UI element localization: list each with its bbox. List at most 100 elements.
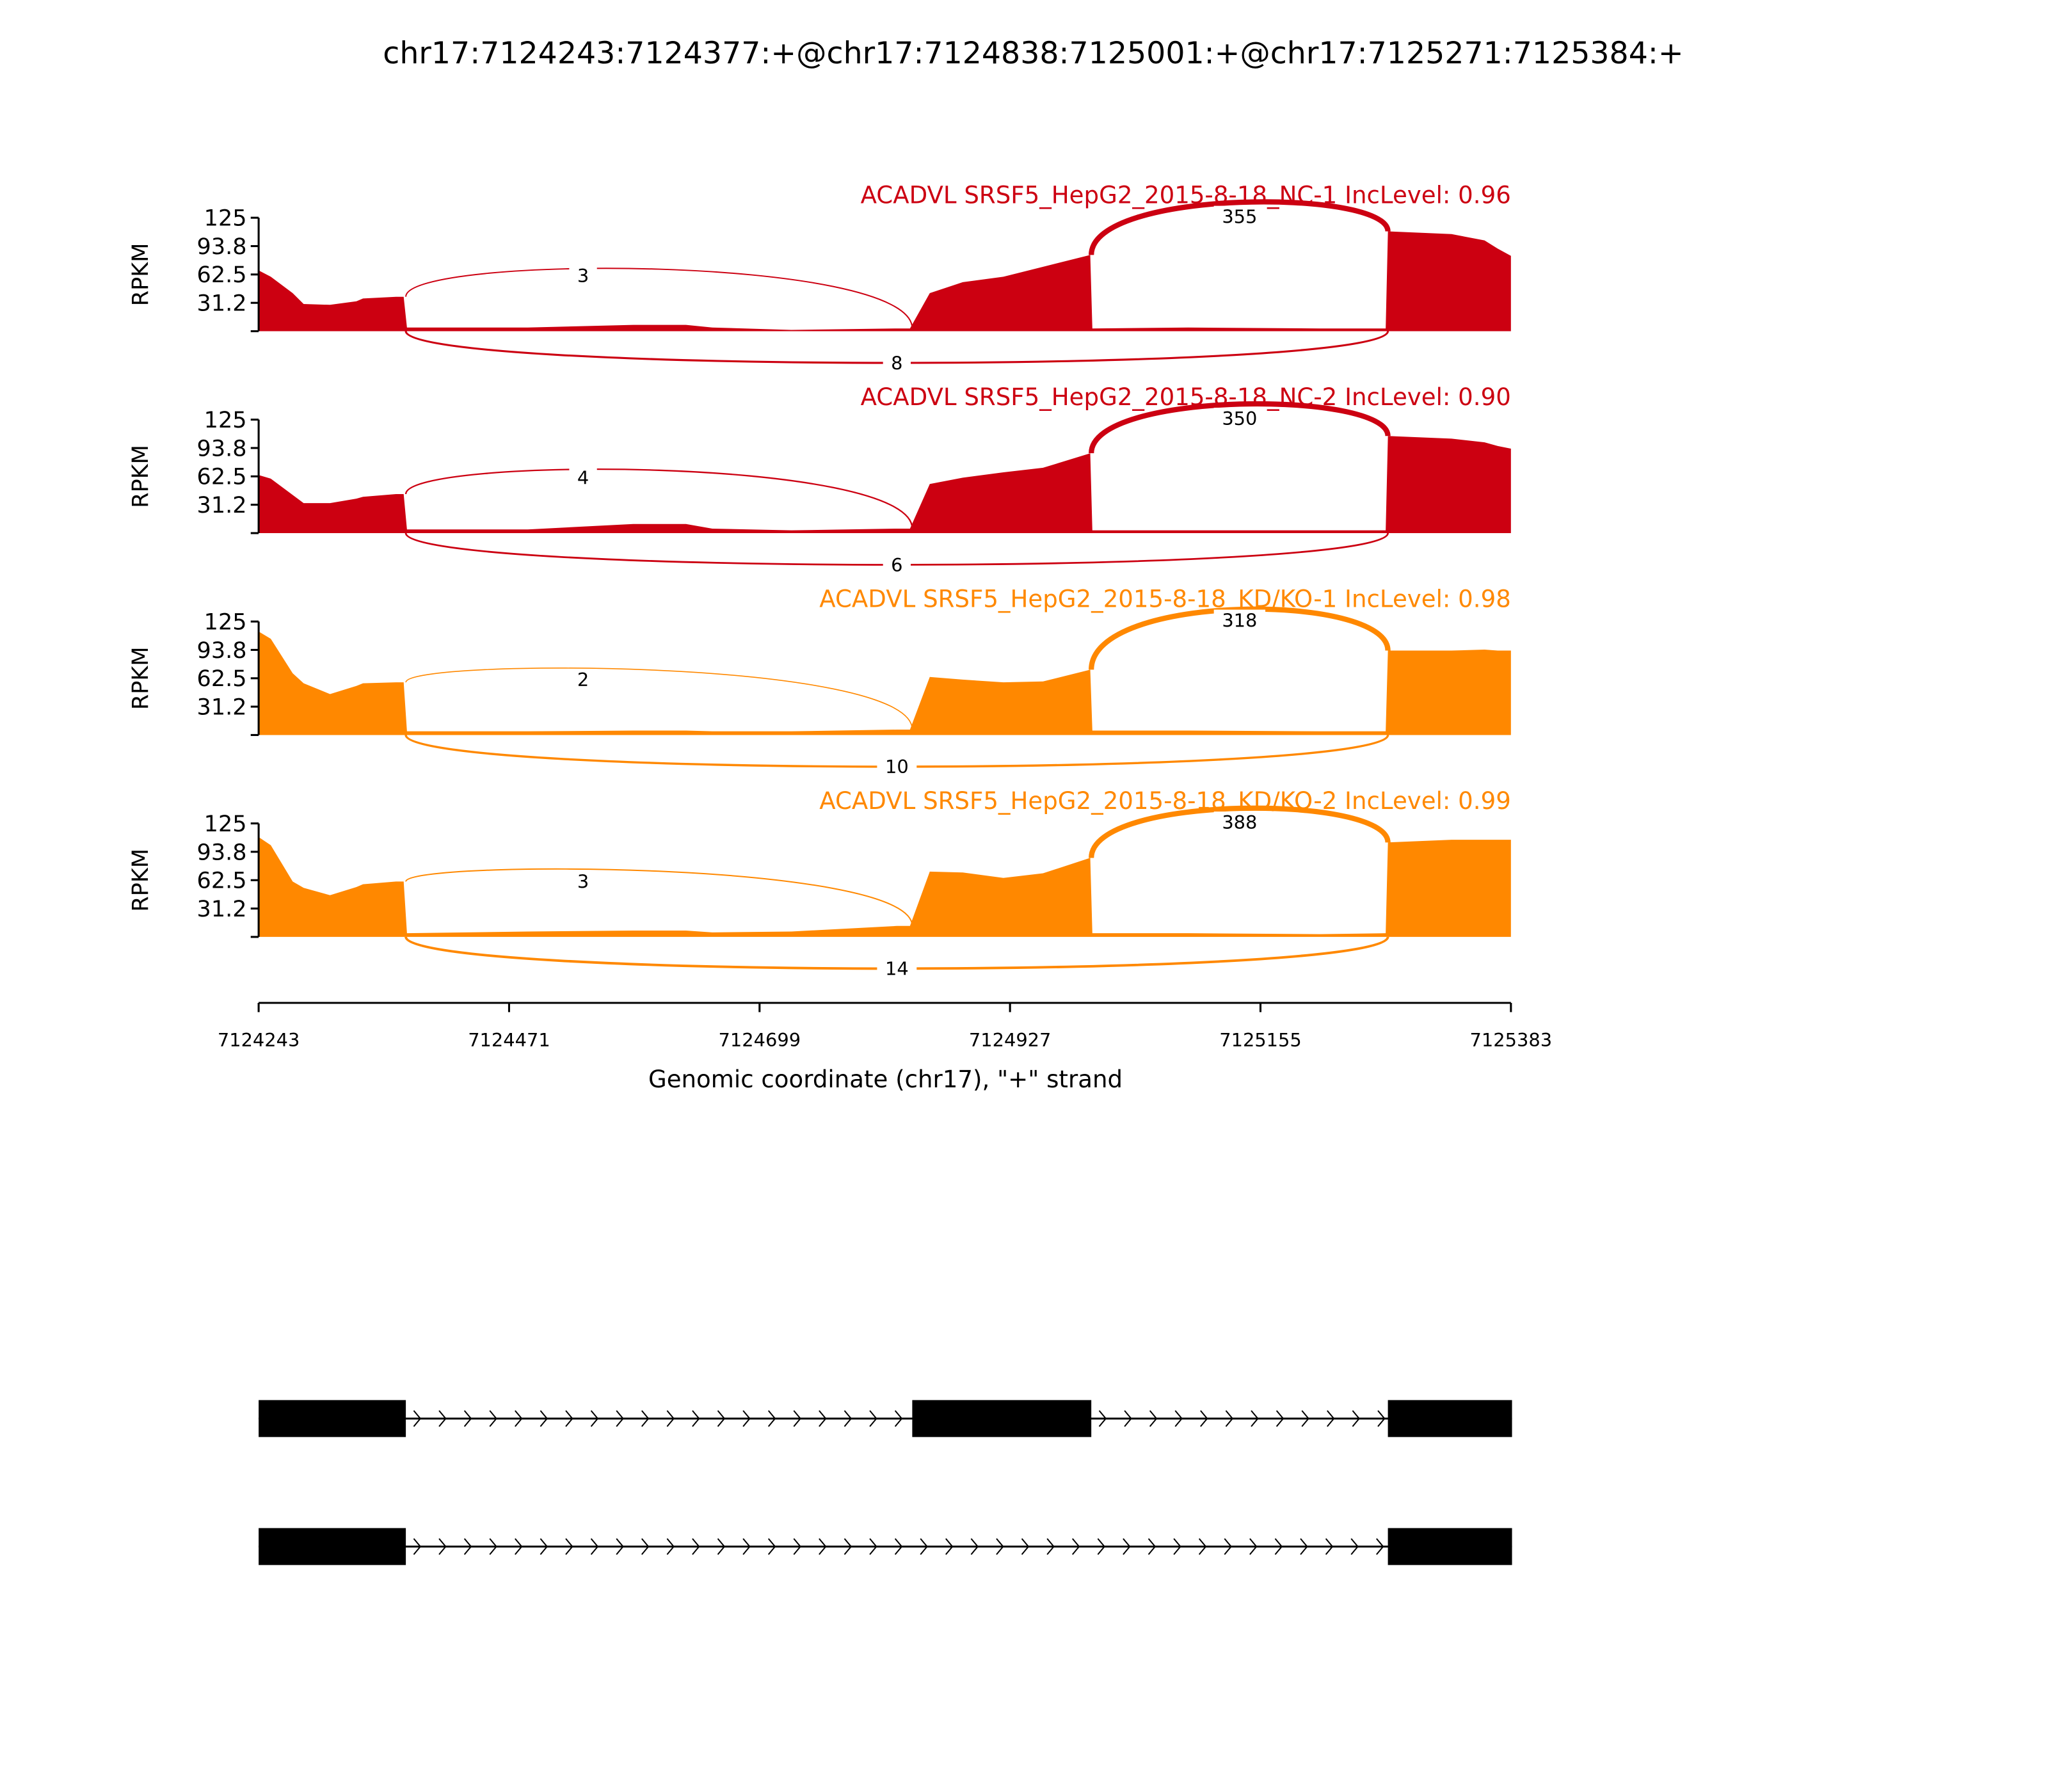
y-tick-label: 31.2: [197, 896, 247, 922]
strand-arrow-icon: [996, 1538, 1004, 1555]
strand-arrow-icon: [590, 1538, 599, 1555]
strand-arrow-icon: [793, 1410, 801, 1427]
exon-block: [1388, 1400, 1512, 1437]
strand-arrow-icon: [819, 1410, 827, 1427]
strand-arrow-icon: [616, 1410, 624, 1427]
strand-arrow-icon: [920, 1538, 928, 1555]
strand-arrow-icon: [515, 1538, 523, 1555]
y-tick-label: 62.5: [197, 666, 247, 692]
strand-arrow-icon: [819, 1538, 827, 1555]
strand-arrow-icon: [413, 1410, 422, 1427]
junction-label-bg: [883, 554, 911, 575]
coverage-panel: ACADVL SRSF5_HepG2_2015-8-18_NC-1 IncLev…: [127, 182, 1511, 374]
junction-arc: [1089, 401, 1391, 454]
junction-count: 14: [885, 958, 909, 980]
junction-arc: [1089, 606, 1391, 670]
junction-count: 4: [577, 467, 589, 489]
y-tick-label: 125: [204, 407, 247, 433]
strand-arrow-icon: [1225, 1410, 1234, 1427]
y-tick-label: 62.5: [197, 464, 247, 490]
junction-label-bg: [1213, 205, 1266, 227]
strand-arrow-icon: [1021, 1538, 1030, 1555]
strand-arrow-icon: [540, 1410, 548, 1427]
strand-arrow-icon: [1301, 1410, 1309, 1427]
strand-arrow-icon: [692, 1538, 700, 1555]
strand-arrow-icon: [1274, 1538, 1283, 1555]
junction-count: 388: [1222, 812, 1257, 833]
strand-arrow-icon: [616, 1538, 624, 1555]
junction-arc: [404, 468, 913, 529]
junction-count: 10: [885, 756, 909, 778]
junction-label-bg: [877, 756, 917, 778]
strand-arrow-icon: [666, 1538, 675, 1555]
coverage-area: [259, 436, 1511, 533]
exon-block: [1388, 1528, 1512, 1565]
transcript: [259, 1528, 1512, 1565]
strand-arrow-icon: [1173, 1538, 1181, 1555]
strand-arrow-icon: [692, 1410, 700, 1427]
junction-label-bg: [569, 870, 597, 892]
junction-count: 6: [891, 554, 902, 576]
junction-count: 318: [1222, 609, 1257, 631]
y-axis-label: RPKM: [127, 243, 154, 307]
strand-arrow-icon: [767, 1538, 776, 1555]
strand-arrow-icon: [1276, 1410, 1284, 1427]
x-axis-label: Genomic coordinate (chr17), "+" strand: [648, 1066, 1123, 1093]
junction-label-bg: [569, 467, 597, 488]
y-tick-label: 62.5: [197, 868, 247, 894]
strand-arrow-icon: [515, 1410, 523, 1427]
strand-arrow-icon: [565, 1538, 573, 1555]
coverage-panel: ACADVL SRSF5_HepG2_2015-8-18_KD/KO-2 Inc…: [127, 787, 1511, 980]
junction-label-bg: [877, 957, 917, 979]
strand-arrow-icon: [844, 1410, 852, 1427]
strand-arrow-icon: [1376, 1538, 1384, 1555]
strand-arrow-icon: [1200, 1410, 1208, 1427]
strand-arrow-icon: [438, 1538, 447, 1555]
strand-arrow-icon: [844, 1538, 852, 1555]
strand-arrow-icon: [1249, 1538, 1258, 1555]
strand-arrow-icon: [1350, 1538, 1359, 1555]
y-tick-label: 93.8: [197, 234, 247, 260]
y-tick-label: 31.2: [197, 492, 247, 518]
x-tick-label: 7124471: [468, 1029, 550, 1051]
y-tick-label: 93.8: [197, 839, 247, 865]
y-axis-label: RPKM: [127, 646, 154, 710]
junction-label-bg: [569, 669, 597, 691]
coverage-panel: ACADVL SRSF5_HepG2_2015-8-18_NC-2 IncLev…: [127, 383, 1511, 576]
strand-arrow-icon: [1071, 1538, 1080, 1555]
strand-arrow-icon: [641, 1538, 650, 1555]
strand-arrow-icon: [1327, 1410, 1335, 1427]
strand-arrow-icon: [894, 1538, 903, 1555]
x-tick-label: 7124243: [218, 1029, 300, 1051]
y-tick-label: 93.8: [197, 637, 247, 664]
strand-arrow-icon: [869, 1538, 877, 1555]
junction-label-bg: [1213, 609, 1266, 631]
junction-arc: [405, 868, 913, 926]
strand-arrow-icon: [1377, 1410, 1386, 1427]
transcript: [259, 1400, 1512, 1437]
y-tick-label: 31.2: [197, 291, 247, 317]
strand-arrow-icon: [489, 1410, 497, 1427]
strand-arrow-icon: [590, 1410, 599, 1427]
exon-block: [259, 1400, 406, 1437]
panel-title: ACADVL SRSF5_HepG2_2015-8-18_KD/KO-1 Inc…: [819, 585, 1511, 612]
junction-arc: [1089, 805, 1391, 858]
strand-arrow-icon: [869, 1410, 877, 1427]
strand-arrow-icon: [1098, 1410, 1107, 1427]
strand-arrow-icon: [1300, 1538, 1308, 1555]
strand-arrow-icon: [1123, 1538, 1131, 1555]
junction-count: 3: [577, 871, 589, 893]
coverage-panel: ACADVL SRSF5_HepG2_2015-8-18_KD/KO-1 Inc…: [127, 585, 1511, 778]
y-tick-label: 125: [204, 205, 247, 232]
strand-arrow-icon: [1352, 1410, 1361, 1427]
strand-arrow-icon: [1174, 1410, 1183, 1427]
strand-arrow-icon: [489, 1538, 497, 1555]
junction-count: 8: [891, 352, 902, 374]
strand-arrow-icon: [666, 1410, 675, 1427]
y-axis-label: RPKM: [127, 849, 154, 912]
strand-arrow-icon: [970, 1538, 979, 1555]
junction-arc: [405, 668, 913, 730]
junction-label-bg: [569, 265, 597, 287]
x-tick-label: 7124699: [719, 1029, 801, 1051]
strand-arrow-icon: [413, 1538, 422, 1555]
